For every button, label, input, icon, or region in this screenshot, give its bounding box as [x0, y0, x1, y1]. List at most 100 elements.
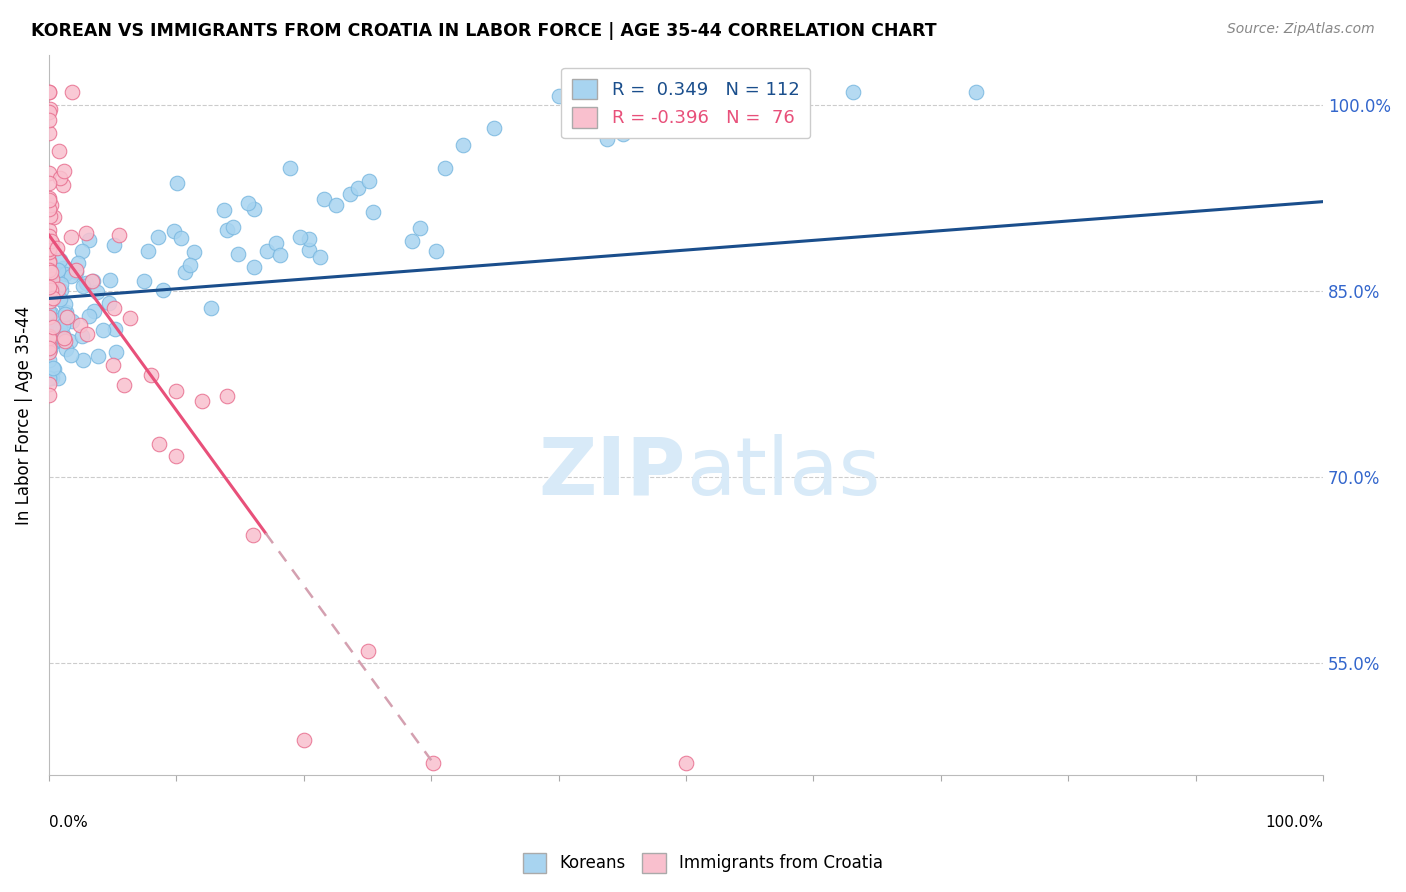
Point [52, 318, 75, 333]
Text: Source: ZipAtlas.com: Source: ZipAtlas.com [1227, 22, 1375, 37]
Point [48, 144, 70, 158]
Point [183, 244, 205, 259]
Point [38, 377, 60, 392]
Point [136, 244, 159, 259]
Point [41, 236, 63, 251]
Point [39, 337, 62, 351]
Point [56, 310, 79, 325]
Point [38, 244, 60, 258]
Point [38, 209, 60, 223]
Point [308, 250, 330, 264]
Point [361, 204, 384, 219]
Point [401, 235, 423, 249]
Point [169, 231, 191, 245]
Point [79, 309, 101, 323]
Point [65, 265, 87, 279]
Point [152, 284, 174, 298]
Point [38, 333, 60, 347]
Point [38, 223, 60, 237]
Point [256, 244, 278, 258]
Point [298, 244, 321, 258]
Point [53, 308, 76, 322]
Point [46, 262, 69, 277]
Point [48, 371, 70, 385]
Point [325, 197, 347, 211]
Point [41, 272, 63, 286]
Point [38, 228, 60, 243]
Point [83, 303, 105, 318]
Point [108, 228, 131, 243]
Point [103, 301, 125, 316]
Point [49, 293, 72, 307]
Point [339, 187, 361, 202]
Text: 100.0%: 100.0% [1265, 814, 1323, 830]
Point [548, 88, 571, 103]
Point [44, 362, 66, 376]
Point [41, 198, 63, 212]
Point [69, 318, 91, 332]
Point [38, 127, 60, 141]
Point [49, 322, 72, 336]
Point [41, 320, 63, 334]
Point [38, 305, 60, 319]
Point [38, 176, 60, 190]
Point [359, 174, 381, 188]
Point [41, 311, 63, 326]
Point [222, 219, 245, 234]
Point [38, 242, 60, 256]
Point [38, 191, 60, 205]
Point [39, 279, 62, 293]
Point [356, 644, 378, 658]
Point [76, 326, 98, 341]
Point [38, 86, 60, 100]
Point [217, 389, 239, 403]
Text: KOREAN VS IMMIGRANTS FROM CROATIA IN LABOR FORCE | AGE 35-44 CORRELATION CHART: KOREAN VS IMMIGRANTS FROM CROATIA IN LAB… [31, 22, 936, 40]
Point [165, 384, 187, 399]
Point [595, 131, 617, 145]
Point [60, 86, 83, 100]
Text: ZIP: ZIP [538, 434, 686, 512]
Point [278, 161, 301, 175]
Point [165, 449, 187, 463]
Point [38, 343, 60, 358]
Point [191, 393, 214, 408]
Point [38, 371, 60, 385]
Point [38, 255, 60, 269]
Point [578, 103, 600, 117]
Point [75, 227, 97, 241]
Point [38, 329, 60, 343]
Point [425, 244, 447, 258]
Point [312, 192, 335, 206]
Point [748, 86, 770, 100]
Point [38, 261, 60, 276]
Point [212, 203, 235, 218]
Point [79, 233, 101, 247]
Point [42, 210, 65, 224]
Point [98, 296, 121, 310]
Point [38, 371, 60, 385]
Point [39, 234, 62, 248]
Legend: R =  0.349   N = 112, R = -0.396   N =  76: R = 0.349 N = 112, R = -0.396 N = 76 [561, 68, 810, 138]
Point [48, 252, 70, 267]
Point [965, 86, 987, 100]
Point [38, 254, 60, 268]
Point [38, 326, 60, 340]
Point [226, 247, 249, 261]
Point [82, 274, 104, 288]
Point [242, 260, 264, 274]
Point [52, 328, 75, 343]
Point [60, 230, 83, 244]
Point [53, 297, 76, 311]
Point [65, 263, 87, 277]
Point [148, 229, 170, 244]
Point [39, 334, 62, 348]
Point [59, 348, 82, 362]
Point [38, 341, 60, 355]
Point [72, 279, 94, 293]
Point [52, 260, 75, 275]
Point [288, 230, 311, 244]
Point [66, 256, 89, 270]
Point [100, 273, 122, 287]
Point [49, 171, 72, 186]
Point [38, 113, 60, 128]
